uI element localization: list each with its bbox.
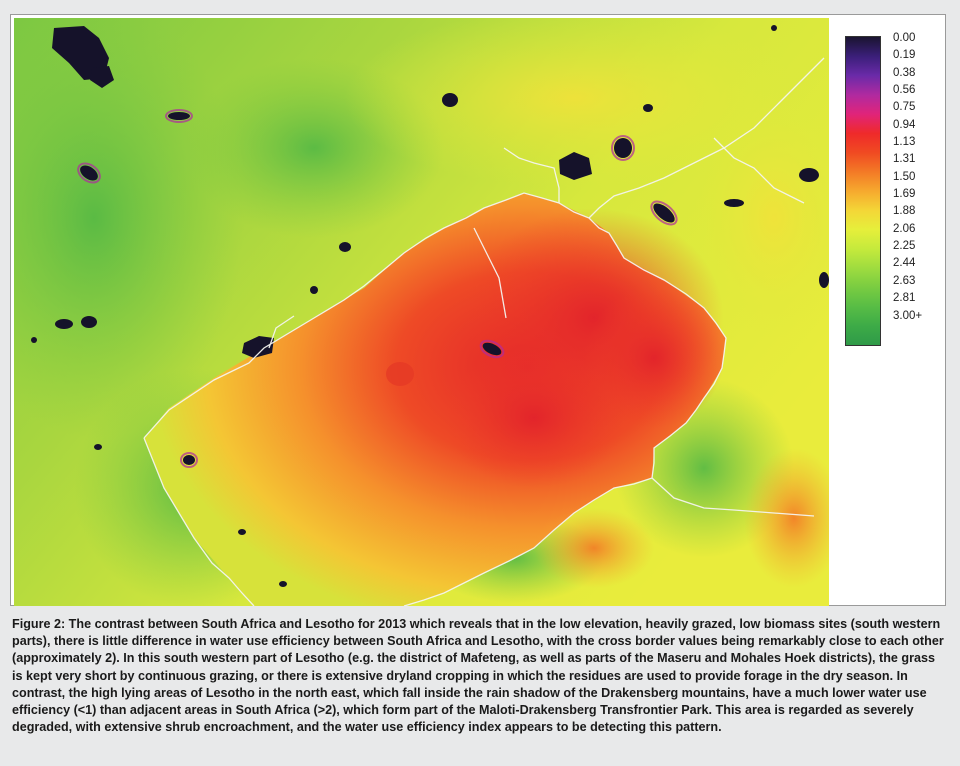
legend-label: 0.94: [893, 118, 916, 131]
legend-label: 3.00+: [893, 309, 923, 322]
figure-caption: Figure 2: The contrast between South Afr…: [12, 617, 944, 735]
legend-label: 2.81: [893, 292, 916, 305]
legend-label: 1.69: [893, 188, 916, 201]
legend-label: 0.38: [893, 66, 916, 79]
low-efficiency-patches: [31, 25, 829, 587]
legend-label: 0.00: [893, 32, 916, 44]
yellow-zones: [344, 18, 829, 338]
color-scale-labels: 0.00 0.19 0.38 0.56 0.75 0.94 1.13 1.31 1.50 1.69…: [893, 30, 953, 325]
legend-label: 0.75: [893, 101, 916, 114]
legend-label: 1.31: [893, 153, 916, 166]
border-lines: [143, 57, 825, 606]
legend-label: 2.63: [893, 274, 916, 287]
legend-label: 2.06: [893, 222, 916, 235]
legend-label: 1.88: [893, 205, 916, 218]
hotspots: [386, 208, 829, 588]
legend-label: 2.44: [893, 257, 916, 270]
legend-label: 1.13: [893, 136, 916, 149]
patch-fringes: [77, 109, 678, 468]
color-scale-bar: [845, 36, 881, 346]
water-use-efficiency-map: [14, 18, 829, 606]
color-scale-legend: 0.00 0.19 0.38 0.56 0.75 0.94 1.13 1.31 1.50 1.69…: [845, 32, 945, 346]
legend-label: 0.56: [893, 84, 916, 97]
legend-label: 0.19: [893, 49, 916, 62]
legend-label: 1.50: [893, 170, 916, 183]
legend-label: 2.25: [893, 240, 916, 253]
